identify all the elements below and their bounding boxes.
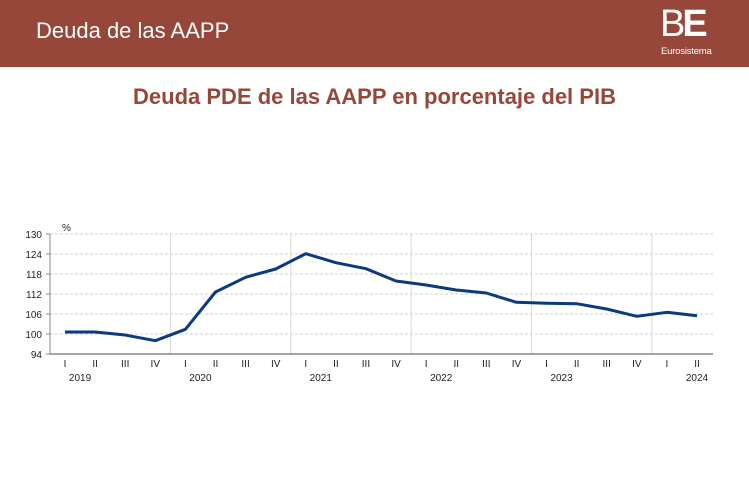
x-tick-label: I <box>545 359 548 370</box>
y-tick-label: 94 <box>31 350 43 361</box>
logo-letter-b: B <box>660 3 685 45</box>
x-tick-label: I <box>304 359 307 370</box>
x-tick-label: I <box>184 359 187 370</box>
y-tick-label: 130 <box>25 230 42 241</box>
x-tick-label: II <box>92 359 98 370</box>
year-separators <box>169 234 653 354</box>
x-tick-label: III <box>121 359 129 370</box>
x-tick-label: IV <box>151 359 161 370</box>
x-year-label: 2024 <box>686 373 709 384</box>
x-year-label: 2020 <box>189 373 212 384</box>
y-tick-label: 118 <box>26 270 42 281</box>
x-tick-label: II <box>333 359 339 370</box>
header-bar: Deuda de las AAPP BE Eurosistema <box>0 0 749 67</box>
y-axis-unit-label: % <box>62 223 71 234</box>
x-tick-label: IV <box>391 359 401 370</box>
x-year-label: 2019 <box>69 373 92 384</box>
x-tick-label: I <box>666 359 669 370</box>
series-line <box>65 252 698 343</box>
logo-letter-e: E <box>682 3 708 45</box>
y-tick-label: 100 <box>25 330 42 341</box>
x-year-label: 2023 <box>550 373 573 384</box>
x-year-label: 2022 <box>430 373 453 384</box>
x-tick-label: III <box>241 359 249 370</box>
banco-espana-logo: BE Eurosistema <box>660 3 730 59</box>
x-tick-label: I <box>64 359 67 370</box>
chart-title: Deuda PDE de las AAPP en porcentaje del … <box>133 84 616 109</box>
logo-subtitle: Eurosistema <box>661 46 712 57</box>
y-tick-label: 112 <box>26 290 42 301</box>
y-tick-label: 106 <box>25 310 42 321</box>
header-title: Deuda de las AAPP <box>36 18 230 43</box>
x-tick-label: II <box>694 359 700 370</box>
x-tick-label: IV <box>512 359 522 370</box>
x-tick-label: I <box>425 359 428 370</box>
x-year-label: 2021 <box>310 373 333 384</box>
series-group <box>64 252 698 343</box>
x-tick-label: III <box>603 359 611 370</box>
x-axis-ticks: I II III IV I II III IV I II III IV I II III IV I II III IV… <box>64 359 709 384</box>
grid-lines <box>50 233 713 335</box>
x-tick-label: IV <box>632 359 642 370</box>
x-tick-label: IV <box>271 359 281 370</box>
x-tick-label: II <box>574 359 580 370</box>
x-tick-label: II <box>213 359 219 370</box>
x-tick-label: II <box>453 359 459 370</box>
x-tick-label: III <box>362 359 370 370</box>
y-axis-ticks: 94 100 106 112 118 124 130 <box>25 230 50 361</box>
logo-letters: BE <box>660 3 708 46</box>
y-tick-label: 124 <box>25 250 42 261</box>
x-tick-label: III <box>482 359 490 370</box>
